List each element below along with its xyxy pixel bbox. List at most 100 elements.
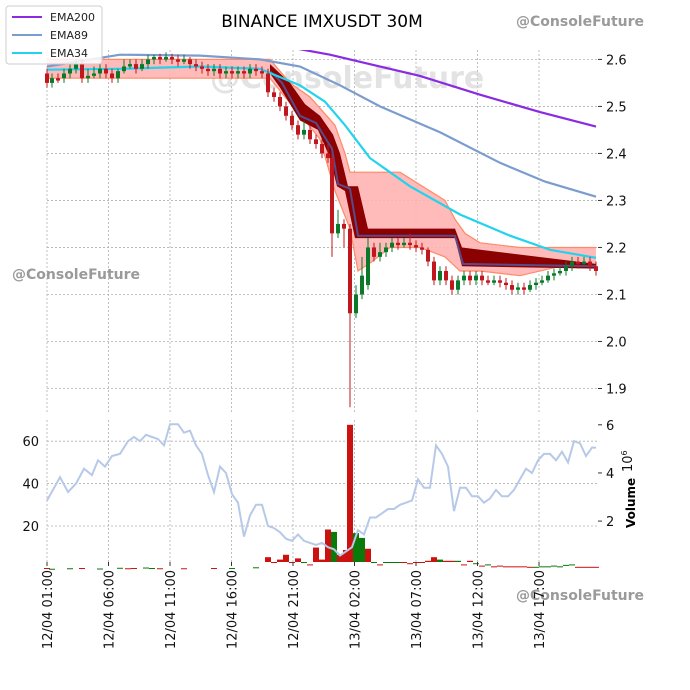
candle-body [564,266,568,271]
candle-body [50,78,54,83]
price-tick-label: 2.0 [606,335,627,350]
rsi-line [46,423,596,557]
candle-body [534,282,538,286]
volume-bar [473,563,479,565]
watermark-left: @ConsoleFuture [12,267,140,283]
volume-bar [265,557,271,562]
volume-bar [569,564,575,566]
candle-body [236,71,240,74]
candle-body [134,64,138,69]
volume-bar [149,568,155,570]
candle-body [194,64,198,67]
candle-body [558,270,562,274]
volume-bar [587,566,593,568]
volume-bar [461,564,467,566]
candle-body [116,71,120,79]
volume-bar [97,568,103,570]
watermark-bottom-right: @ConsoleFuture [516,588,644,604]
volume-bar [515,566,521,568]
price-tick-label: 2.4 [606,147,627,162]
candle-body [80,64,84,79]
candle-body [326,153,330,159]
candle-body [62,73,66,79]
candle-body [128,64,132,67]
candle-body [296,125,300,135]
candle-body [408,242,412,246]
chart-title: BINANCE IMXUSDT 30M [221,12,423,32]
volume-bar [419,562,425,563]
volume-bar [331,531,337,562]
volume-bar [353,533,359,562]
cloud-area [47,59,596,276]
volume-bar [365,548,371,562]
candle-body [242,71,246,74]
candle-body [158,57,162,60]
volume-exponent-power: 6 [620,450,629,455]
candle-body [486,280,490,283]
candle-body [450,280,454,290]
volume-bar [575,566,581,568]
volume-bar [67,568,73,570]
candle-body [140,64,144,69]
band-area [270,64,596,269]
volume-bar [337,554,343,562]
volume-bar [79,568,85,570]
volume-tick-label: 4 [606,467,614,482]
candle-body [206,68,210,72]
candle-body [546,275,550,281]
legend-label-ema200: EMA200 [50,11,95,24]
volume-bar [455,560,461,562]
time-tick-label: 12/04 16:00 [226,570,241,649]
candle-body [122,66,126,72]
candle-body [98,68,102,74]
candle-body [510,285,514,290]
volume-bar [283,554,289,562]
volume-bar [581,566,587,568]
volume-bar [125,568,131,570]
price-y-axis: 2.6 2.5 2.4 2.3 2.2 2.1 2.0 1.9 [598,53,627,397]
candle-body [474,275,478,281]
candle-body [308,129,312,140]
candle-body [284,106,288,116]
time-tick-label: 12/04 11:00 [164,570,179,649]
candle-body [200,66,204,69]
volume-tick-label: 2 [606,515,614,530]
ema89-line [47,53,597,198]
volume-bar [593,566,599,568]
price-tick-label: 2.6 [606,53,627,68]
candle-body [492,280,496,283]
candle-body [230,71,234,74]
candle-body [570,261,574,267]
cloud-upper-edge [47,58,596,249]
candle-body [540,280,544,283]
price-tick-label: 2.3 [606,194,627,209]
candle-body [302,129,306,135]
candle-body [438,270,442,281]
volume-bar [539,566,545,568]
rsi-tick-label: 60 [22,435,39,450]
rsi-y-axis: 60 40 20 [22,435,39,535]
candle-body [552,273,556,276]
volume-bar [143,567,149,569]
candle-body [462,275,466,281]
candle-body [254,68,258,72]
volume-exponent-base: 10 [621,455,636,472]
price-tick-label: 2.5 [606,100,627,115]
candle-body [342,223,346,229]
candle-body [594,266,598,271]
volume-exponent: 106 [620,450,636,472]
candle-body [74,64,78,69]
volume-bar [563,564,569,566]
volume-bar [289,562,295,563]
time-tick-label: 12/04 01:00 [41,570,56,649]
volume-bar [485,564,491,566]
volume-bar [533,566,539,568]
candle-body [266,73,270,93]
ema200-line [298,50,597,128]
candle-body [146,59,150,65]
candle-body [348,228,352,314]
volume-tick-label: 6 [606,419,614,434]
rsi-path [46,423,596,557]
volume-bar [437,559,443,562]
